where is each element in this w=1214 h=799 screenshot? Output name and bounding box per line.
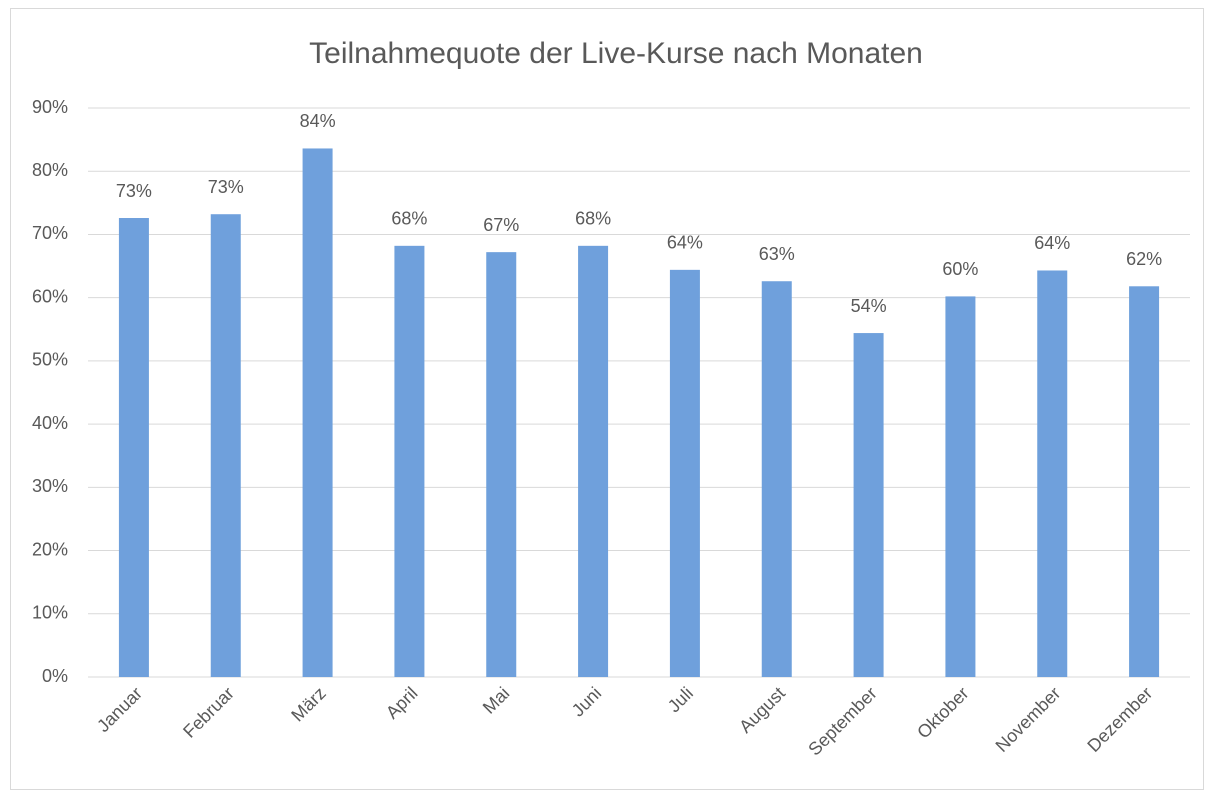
value-label: 73%: [208, 177, 244, 197]
y-tick-label: 80%: [32, 160, 68, 180]
bar: [394, 245, 425, 677]
y-tick-label: 70%: [32, 223, 68, 243]
bar: [578, 245, 609, 677]
bar: [945, 296, 976, 677]
bar: [853, 333, 884, 677]
value-label: 54%: [851, 296, 887, 316]
value-label: 84%: [300, 111, 336, 131]
chart-title: Teilnahmequote der Live-Kurse nach Monat…: [309, 37, 923, 70]
y-tick-label: 10%: [32, 603, 68, 623]
y-tick-label: 0%: [42, 666, 68, 686]
value-label: 64%: [667, 233, 703, 253]
value-label: 68%: [575, 209, 611, 229]
y-tick-label: 30%: [32, 476, 68, 496]
bar: [1037, 270, 1068, 677]
value-label: 64%: [1034, 233, 1070, 253]
value-label: 62%: [1126, 249, 1162, 269]
value-label: 60%: [942, 259, 978, 279]
bar: [118, 218, 149, 678]
bar: [761, 281, 792, 677]
y-tick-label: 90%: [32, 97, 68, 117]
bar: [1129, 286, 1160, 677]
bar: [669, 269, 700, 677]
value-label: 68%: [391, 209, 427, 229]
value-label: 67%: [483, 215, 519, 235]
y-tick-label: 20%: [32, 539, 68, 559]
value-label: 73%: [116, 181, 152, 201]
value-label: 63%: [759, 244, 795, 264]
bar: [302, 148, 333, 677]
y-tick-label: 50%: [32, 350, 68, 370]
y-tick-label: 40%: [32, 413, 68, 433]
y-tick-label: 60%: [32, 286, 68, 306]
bar: [486, 252, 517, 677]
bar: [210, 214, 241, 678]
